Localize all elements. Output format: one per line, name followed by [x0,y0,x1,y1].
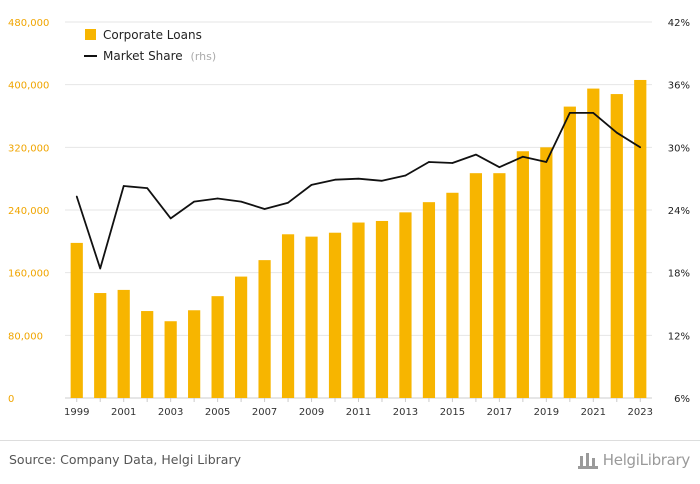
bar [164,321,177,398]
x-tick-label: 2005 [205,407,230,418]
y-right-tick-label: 42% [668,18,690,29]
line-point [569,112,571,114]
left-axis: 0 80,000 160,000 240,000 320,000 400,000 480,0… [8,18,49,405]
bar [141,311,154,398]
y-right-tick-label: 18% [668,269,690,280]
bar [375,220,389,398]
line-point [381,179,383,182]
bar [328,232,342,398]
y-right-tick-label: 6% [674,394,690,405]
x-tick-label: 2021 [581,407,606,418]
line-point [522,155,524,158]
y-left-tick-label: 400,000 [8,81,49,92]
bar [352,222,365,398]
x-tick-label: 2007 [252,407,277,418]
bar [587,88,600,398]
line-point [240,200,242,203]
line-series [75,112,642,270]
line-point [75,195,78,198]
line-point [498,166,501,168]
line-point [428,161,430,163]
bar-series [70,79,647,399]
bar [94,293,107,398]
bar [563,106,576,398]
y-right-tick-label: 36% [668,81,690,92]
bar [305,236,318,398]
y-left-tick-label: 0 [8,394,14,405]
bar [422,202,436,398]
source-text: Source: Company Data, Helgi Library [9,452,242,467]
y-right-tick-label: 30% [668,143,690,154]
line-point [122,185,125,187]
bar [258,260,271,398]
x-axis: 1999 2001 2003 2005 2007 2009 2011 2013 2015 2017… [64,398,653,418]
line-point [287,201,289,204]
x-tick-label: 1999 [64,407,89,418]
x-tick-label: 2019 [534,407,559,418]
y-right-tick-label: 12% [668,331,690,342]
x-tick-label: 2011 [346,407,371,418]
line-point [404,174,407,177]
legend-line-label: Market Share (rhs) [103,49,216,63]
line-point [310,184,313,186]
chart: 0 80,000 160,000 240,000 320,000 400,000 480,0… [8,18,690,418]
legend-line-name: Market Share [103,49,183,63]
line-point [615,131,618,134]
y-left-tick-label: 480,000 [8,18,49,29]
y-left-tick-label: 160,000 [8,269,49,280]
bar [610,94,623,399]
line-point [475,153,477,156]
line-point [193,200,195,203]
line-point [146,187,148,189]
right-axis: 6% 12% 18% 24% 30% 36% 42% [668,18,690,405]
bar [634,79,647,398]
bar [399,212,412,398]
line-point [216,197,219,200]
line-point [545,161,548,163]
library-icon [577,453,598,469]
line-point [451,162,454,164]
bar [446,192,459,398]
x-tick-label: 2017 [487,407,512,418]
brand-logo[interactable]: HelgiLibrary [577,450,690,470]
brand-name: HelgiLibrary [602,451,691,469]
grid-lines [65,21,652,399]
bar [211,296,224,398]
footer: Source: Company Data, Helgi Library Helg… [0,440,700,484]
legend-bar-label: Corporate Loans [103,28,202,42]
x-tick-label: 2015 [440,407,465,418]
x-tick-label: 2003 [158,407,183,418]
line-point [99,267,102,270]
legend: Corporate Loans Market Share (rhs) [84,28,216,63]
y-left-tick-label: 320,000 [8,143,49,154]
line-point [592,112,595,114]
y-right-tick-label: 24% [668,206,690,217]
x-tick-label: 2009 [299,407,324,418]
bar [540,147,553,398]
legend-line-suffix: (rhs) [191,50,217,63]
x-tick-label: 2013 [393,407,418,418]
bar [516,151,529,398]
bar [469,173,483,398]
line-point [169,217,172,220]
bar [281,234,295,398]
x-tick-label: 2001 [111,407,136,418]
line-point [639,146,642,149]
bar [493,173,506,398]
bar [70,242,83,398]
bar [117,289,130,398]
line-point [263,208,266,210]
y-left-tick-label: 80,000 [8,331,43,342]
y-left-tick-label: 240,000 [8,206,49,217]
bar [234,276,248,398]
line-point [334,178,336,181]
x-tick-label: 2023 [628,407,653,418]
bar [188,310,201,398]
line-point [357,177,360,180]
legend-bar-swatch [85,29,96,40]
